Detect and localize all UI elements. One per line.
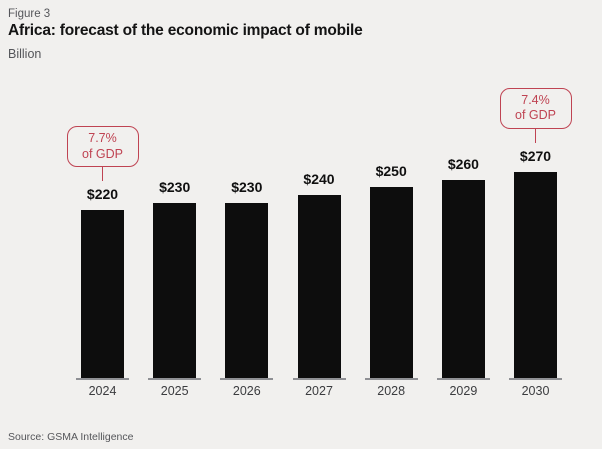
value-label-2025: $230 [159,178,191,195]
axis-tick-2026: 2026 [232,384,261,398]
baseline-2027 [292,378,346,380]
chart-unit-label: Billion [8,47,42,61]
axis-tick-2027: 2027 [305,384,333,398]
axis-tick-2024: 2024 [88,384,117,398]
callout-pointer-2030 [534,127,537,143]
gdp-callout-2024: 7.7% of GDP [66,126,139,168]
baseline-2030 [509,378,562,380]
value-label-2026: $230 [231,178,263,195]
axis-tick-2025: 2025 [160,384,189,398]
bar-2026 [225,202,269,379]
baseline-2025 [148,378,202,380]
bar-2024 [81,210,124,379]
callout-pointer-2024 [101,166,104,182]
axis-tick-2030: 2030 [521,384,550,398]
value-label-2029: $260 [447,155,479,172]
chart-title: Africa: forecast of the economic impact … [8,22,363,39]
baseline-2024 [76,378,129,380]
value-label-2030: $270 [519,147,552,164]
value-label-2027: $240 [303,170,335,187]
bar-2029 [441,179,485,379]
figure-number: Figure 3 [8,8,51,20]
bar-2028 [369,187,413,380]
baseline-2029 [436,378,490,380]
gdp-callout-line: of GDP [82,146,123,161]
value-label-2024: $220 [86,186,119,203]
gdp-callout-2030: 7.4% of GDP [499,87,572,129]
gdp-callout-line: 7.4% [521,92,550,107]
bar-2025 [153,202,197,379]
source-attribution: Source: GSMA Intelligence [8,431,134,443]
axis-tick-2028: 2028 [377,384,406,398]
baseline-2026 [220,378,274,380]
value-label-2028: $250 [375,163,407,180]
gdp-callout-line: 7.7% [88,131,117,146]
bar-2027 [297,194,341,379]
gdp-callout-line: of GDP [515,108,556,123]
axis-tick-2029: 2029 [449,384,478,398]
baseline-2028 [364,378,418,380]
bar-2030 [514,171,557,379]
